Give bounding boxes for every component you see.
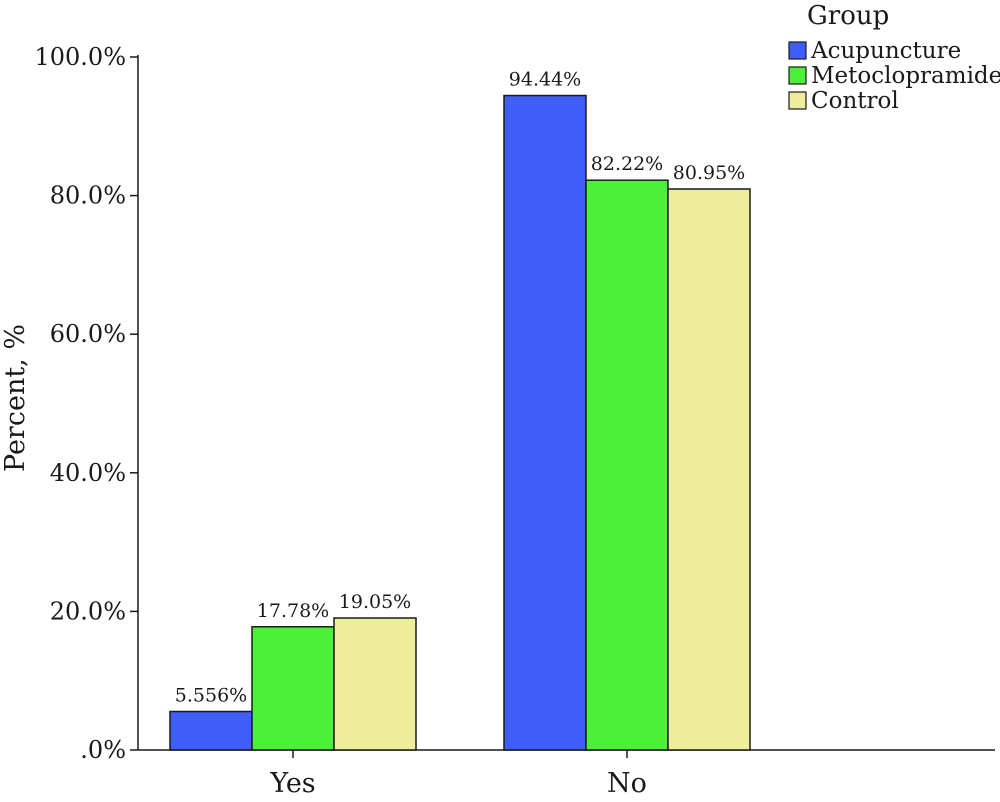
data-label: 17.78% bbox=[257, 600, 329, 622]
legend-swatch bbox=[788, 41, 807, 60]
bar-metoclopramide-yes bbox=[251, 626, 335, 751]
legend-entry: Metoclopramide bbox=[811, 63, 1000, 89]
bar-acupuncture-no bbox=[503, 94, 587, 751]
bar-acupuncture-yes bbox=[169, 710, 253, 751]
y-tick-label: 100.0% bbox=[34, 43, 126, 71]
y-axis: .0% 20.0% 40.0% 60.0% 80.0% 100.0% bbox=[34, 43, 139, 764]
data-label: 19.05% bbox=[339, 591, 411, 613]
data-labels: 5.556% 17.78% 19.05% 94.44% 82.22% 80.95% bbox=[175, 69, 745, 707]
legend-swatch bbox=[788, 66, 807, 85]
y-tick-label: 40.0% bbox=[50, 459, 126, 487]
legend-entry: Acupuncture bbox=[810, 38, 961, 64]
bar-control-yes bbox=[333, 617, 417, 751]
bar-control-no bbox=[667, 188, 751, 751]
data-label: 5.556% bbox=[175, 684, 247, 706]
x-tick-label: No bbox=[607, 768, 647, 799]
data-label: 94.44% bbox=[509, 69, 581, 91]
data-label: 82.22% bbox=[591, 153, 663, 175]
legend-title: Group bbox=[807, 1, 889, 31]
y-tick-label: .0% bbox=[80, 736, 126, 764]
y-axis-title: Percent, % bbox=[0, 324, 31, 472]
data-label: 80.95% bbox=[673, 162, 745, 184]
legend-entry: Control bbox=[811, 88, 899, 114]
y-tick-label: 80.0% bbox=[50, 182, 126, 210]
y-tick-label: 20.0% bbox=[50, 597, 126, 625]
y-tick-label: 60.0% bbox=[50, 320, 126, 348]
bar-metoclopramide-no bbox=[585, 179, 669, 751]
bars bbox=[169, 94, 751, 751]
x-tick-label: Yes bbox=[269, 768, 315, 799]
legend-swatch bbox=[788, 91, 807, 110]
x-axis: Yes No bbox=[138, 749, 995, 799]
